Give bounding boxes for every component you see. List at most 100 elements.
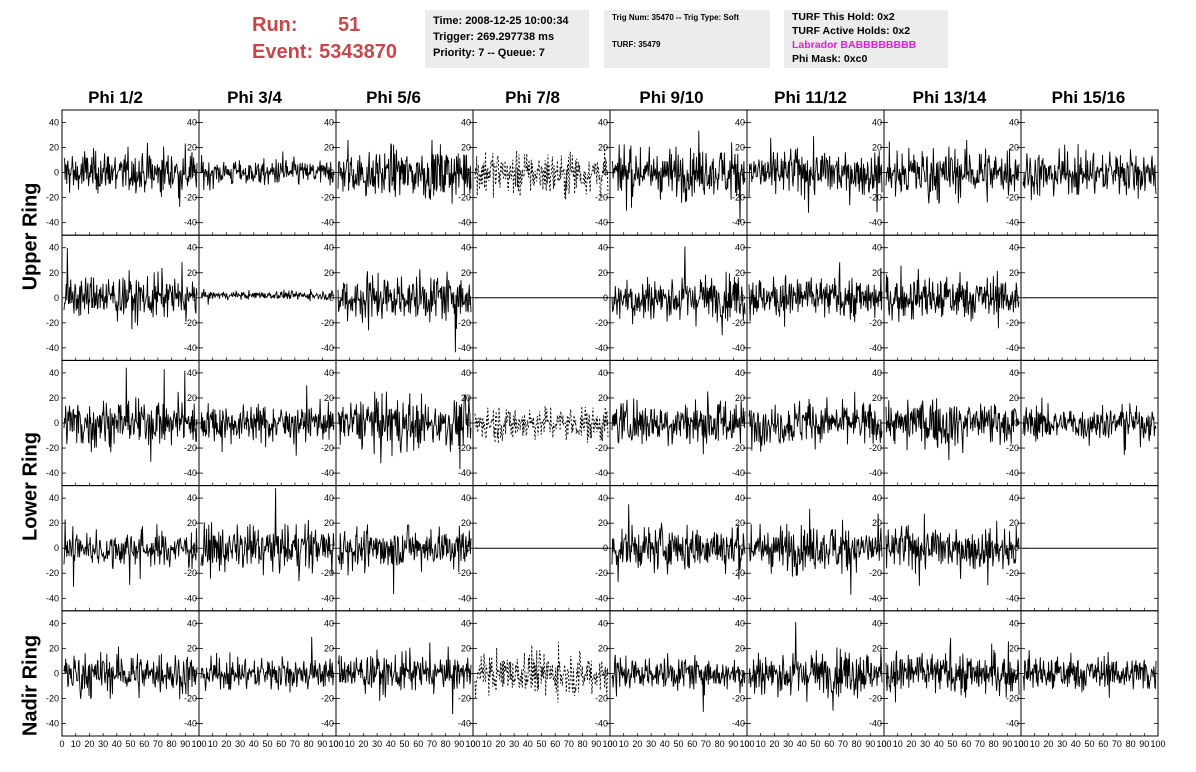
- x-tick-label: 40: [934, 739, 944, 749]
- phi-label-3: Phi 5/6: [366, 88, 421, 107]
- waveform-trace: [748, 135, 883, 213]
- y-tick-label: 20: [598, 643, 608, 653]
- waveform-panel-r2-c4: 40 20 0 -20 -40: [458, 234, 611, 361]
- x-tick-label: 80: [167, 739, 177, 749]
- y-tick-label: -20: [46, 568, 59, 578]
- y-tick-label: 0: [740, 543, 745, 553]
- y-tick-label: 0: [1014, 168, 1019, 178]
- y-tick-label: 40: [49, 368, 59, 378]
- y-tick-label: -20: [184, 318, 197, 328]
- waveform-trace: [63, 646, 198, 700]
- y-tick-label: -20: [184, 693, 197, 703]
- y-tick-label: 40: [735, 493, 745, 503]
- y-tick-label: 20: [1009, 643, 1019, 653]
- phi-mask-text: Phi Mask: 0xc0: [792, 53, 868, 65]
- x-tick-label: 10: [71, 739, 81, 749]
- waveform-panel-r4-c6: 40 20 0 -20 -40: [732, 485, 885, 612]
- y-tick-label: 20: [187, 518, 197, 528]
- y-tick-label: -20: [46, 443, 59, 453]
- waveform-trace: [748, 262, 883, 327]
- waveform-trace: [611, 130, 746, 223]
- waveform-panel-r3-c2: 40 20 0 -20 -40: [184, 359, 337, 487]
- waveform-trace: [200, 151, 335, 191]
- y-tick-label: 0: [740, 293, 745, 303]
- y-tick-label: -40: [869, 593, 882, 603]
- y-tick-label: 40: [461, 493, 471, 503]
- y-tick-label: -20: [595, 568, 608, 578]
- x-tick-label: 10: [345, 739, 355, 749]
- y-tick-label: 40: [1009, 243, 1019, 253]
- x-tick-label: 70: [838, 739, 848, 749]
- x-tick-label: 30: [1057, 739, 1067, 749]
- y-tick-label: -40: [458, 218, 471, 228]
- phi-header: Phi 1/2 Phi 3/4 Phi 5/6 Phi 7/8 Phi 9/10…: [46, 88, 1158, 110]
- waveform-trace: [1022, 144, 1157, 201]
- x-tick-label: 100: [876, 739, 891, 749]
- y-tick-label: 40: [324, 243, 334, 253]
- waveform-trace: [1022, 650, 1157, 698]
- y-tick-label: 20: [598, 393, 608, 403]
- y-tick-label: -40: [732, 343, 745, 353]
- waveform-trace: [63, 519, 198, 587]
- x-tick-label: 60: [139, 739, 149, 749]
- panel-frame: [883, 359, 1022, 487]
- waveform-trace: [611, 653, 746, 712]
- waveform-panel-r1-c7: 40 20 0 -20 -40: [869, 109, 1022, 236]
- x-tick-label: 80: [715, 739, 725, 749]
- x-tick-label: 40: [249, 739, 259, 749]
- y-tick-label: -40: [46, 593, 59, 603]
- y-tick-label: 0: [54, 293, 59, 303]
- x-tick-label: 40: [660, 739, 670, 749]
- waveform-trace: [337, 391, 472, 470]
- waveform-trace: [885, 139, 1020, 204]
- y-tick-label: -40: [184, 593, 197, 603]
- y-tick-label: -20: [595, 318, 608, 328]
- waveform-panel-r3-c1: 40 20 0 -20 -40: [46, 359, 200, 487]
- waveform-panel-r3-c3: 40 20 0 -20 -40: [321, 359, 474, 487]
- x-tick-label: 50: [536, 739, 546, 749]
- y-tick-label: 0: [603, 543, 608, 553]
- x-tick-label: 30: [783, 739, 793, 749]
- y-tick-label: 20: [872, 643, 882, 653]
- panel-frame: [472, 610, 611, 737]
- y-tick-label: -40: [1006, 593, 1019, 603]
- panel-frame: [61, 359, 200, 487]
- y-tick-label: -20: [732, 568, 745, 578]
- x-tick-label: 10: [619, 739, 629, 749]
- y-tick-label: -40: [458, 593, 471, 603]
- trigger-text: Trigger: 269.297738 ms: [433, 31, 555, 43]
- waveform-panel-r2-c5: 40 20 0 -20 -40: [595, 234, 748, 361]
- x-tick-label: 70: [701, 739, 711, 749]
- y-tick-label: 20: [461, 643, 471, 653]
- y-tick-label: 0: [192, 668, 197, 678]
- turf-hold-text: TURF This Hold: 0x2: [792, 11, 895, 23]
- waveform-trace: [748, 622, 883, 711]
- waveform-panel-r4-c1: 40 20 0 -20 -40: [46, 485, 200, 612]
- waveform-trace: [337, 139, 472, 204]
- y-tick-label: 0: [466, 543, 471, 553]
- panel-frame: [472, 109, 611, 236]
- y-tick-label: -40: [458, 718, 471, 728]
- y-tick-label: -40: [458, 468, 471, 478]
- y-tick-label: 40: [461, 243, 471, 253]
- y-tick-label: 20: [461, 518, 471, 528]
- y-tick-label: -40: [184, 343, 197, 353]
- y-tick-label: 20: [872, 393, 882, 403]
- x-tick-label: 100: [191, 739, 206, 749]
- y-tick-label: 20: [49, 268, 59, 278]
- x-tick-label: 100: [1013, 739, 1028, 749]
- trig-num-text: Trig Num: 35470 -- Trig Type: Soft: [612, 13, 739, 22]
- y-tick-label: -20: [1006, 443, 1019, 453]
- x-tick-label: 80: [1126, 739, 1136, 749]
- y-tick-label: 40: [872, 368, 882, 378]
- y-tick-label: 40: [461, 368, 471, 378]
- y-tick-label: 40: [49, 118, 59, 128]
- y-tick-label: -20: [869, 443, 882, 453]
- y-tick-label: -40: [321, 468, 334, 478]
- x-tick-label: 90: [1139, 739, 1149, 749]
- waveform-trace: [885, 398, 1020, 461]
- x-tick-label: 0: [196, 739, 201, 749]
